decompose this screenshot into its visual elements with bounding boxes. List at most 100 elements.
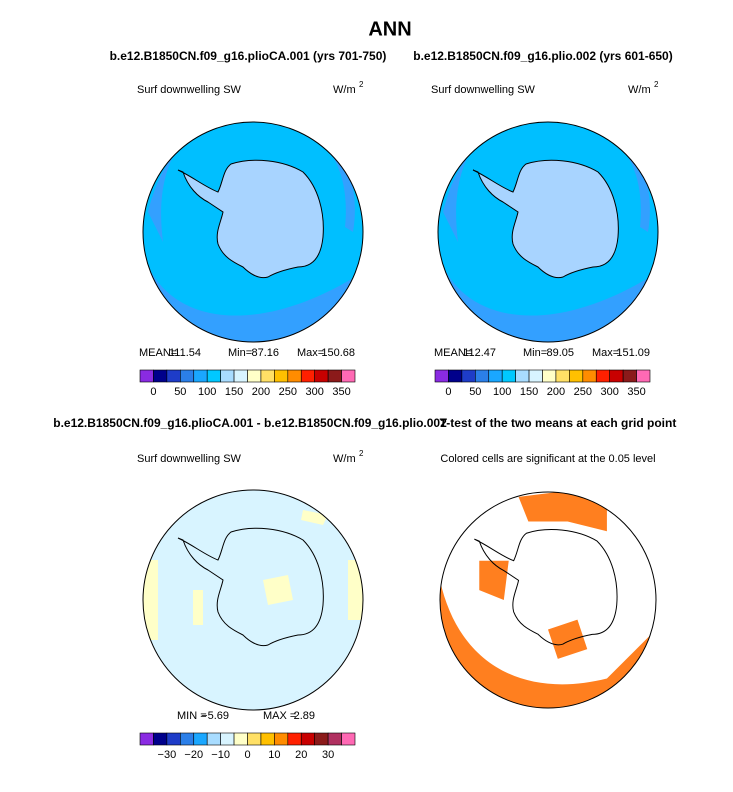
colorbar-box [153, 369, 168, 383]
colorbar-box [260, 732, 275, 746]
colorbar-label: 50 [469, 386, 481, 398]
colorbar-box [582, 369, 597, 383]
colorbar-box [622, 369, 637, 383]
colorbar-box [139, 732, 154, 746]
colorbar-box [609, 369, 624, 383]
colorbar-box [233, 732, 248, 746]
units-sup: 2 [359, 80, 364, 89]
map [440, 492, 656, 708]
panel-title: b.e12.B1850CN.f09_g16.plioCA.001 (yrs 70… [110, 49, 387, 63]
colorbar-label: 0 [445, 386, 451, 398]
colorbar-box [220, 732, 235, 746]
panel-label: Surf downwelling SW [137, 453, 242, 465]
map-border [142, 489, 364, 711]
colorbar-box [193, 369, 208, 383]
colorbar-box [341, 732, 356, 746]
stat: Max= [297, 347, 324, 359]
colorbar-box [434, 369, 449, 383]
colorbar-box [595, 369, 610, 383]
colorbar-box [274, 369, 289, 383]
colorbar-box [528, 369, 543, 383]
colorbar-box [515, 369, 530, 383]
figure-title: ANN [368, 18, 411, 40]
units-sup: 2 [359, 449, 364, 458]
colorbar-box [180, 369, 195, 383]
colorbar-box [287, 732, 302, 746]
colorbar-label: 20 [295, 749, 307, 761]
stat: 111.54 [169, 347, 201, 359]
colorbar-box [206, 369, 221, 383]
land [177, 527, 324, 647]
map-border [142, 121, 364, 343]
colorbar-box [206, 732, 221, 746]
map-border [439, 491, 657, 709]
stat: 87.16 [251, 347, 279, 359]
colorbar-label: 350 [627, 386, 645, 398]
colorbar-box [327, 732, 342, 746]
stat: 89.05 [546, 347, 574, 359]
colorbar-label: 100 [493, 386, 511, 398]
stat: Min= [523, 347, 547, 359]
colorbar-box [153, 732, 168, 746]
panel-label: Surf downwelling SW [137, 84, 242, 96]
colorbar-label: 0 [150, 386, 156, 398]
colorbar-box [300, 732, 315, 746]
colorbar-box [166, 369, 181, 383]
units: W/m [333, 84, 356, 96]
colorbar-label: 300 [306, 386, 324, 398]
colorbar-box [461, 369, 476, 383]
colorbar-box [287, 369, 302, 383]
colorbar-box [166, 732, 181, 746]
stat: 150.68 [321, 347, 355, 359]
colorbar-box [260, 369, 275, 383]
panel-title: b.e12.B1850CN.f09_g16.plio.002 (yrs 601-… [413, 49, 672, 63]
colorbar-box [448, 369, 463, 383]
colorbar-label: 200 [547, 386, 565, 398]
colorbar-box [300, 369, 315, 383]
units: W/m [628, 84, 651, 96]
colorbar-box [475, 369, 490, 383]
colorbar-box [193, 732, 208, 746]
stat: 151.09 [616, 347, 650, 359]
colorbar-box [314, 369, 329, 383]
map [438, 122, 658, 342]
map [143, 122, 363, 342]
colorbar-box [233, 369, 248, 383]
colorbar-box [247, 732, 262, 746]
colorbar-box [542, 369, 557, 383]
stat: MEAN= [434, 347, 472, 359]
units: W/m [333, 453, 356, 465]
units-sup: 2 [654, 80, 659, 89]
colorbar-box [139, 369, 154, 383]
colorbar-box [488, 369, 503, 383]
stat: −5.69 [201, 710, 229, 722]
land [177, 159, 324, 279]
colorbar-label: 10 [268, 749, 280, 761]
stat: MEAN= [139, 347, 177, 359]
colorbar-box [501, 369, 516, 383]
colorbar-box [555, 369, 570, 383]
colorbar-label: −10 [211, 749, 230, 761]
ocean [143, 490, 363, 710]
pos-cells [143, 510, 363, 640]
colorbar-label: 100 [198, 386, 216, 398]
colorbar-box [180, 732, 195, 746]
colorbar-box [636, 369, 651, 383]
stat: Min= [228, 347, 252, 359]
colorbar-label: −30 [158, 749, 177, 761]
land [474, 529, 618, 646]
panel-label: Surf downwelling SW [431, 84, 536, 96]
map-border [437, 121, 659, 343]
panel-title: b.e12.B1850CN.f09_g16.plioCA.001 - b.e12… [53, 416, 447, 430]
colorbar-box [247, 369, 262, 383]
colorbar-label: 250 [574, 386, 592, 398]
colorbar-box [314, 732, 329, 746]
stat: MIN = [177, 710, 207, 722]
stat: 2.89 [294, 710, 315, 722]
colorbar-label: 300 [601, 386, 619, 398]
stat: Max= [592, 347, 619, 359]
colorbar-label: 30 [322, 749, 334, 761]
colorbar-label: 150 [225, 386, 243, 398]
colorbar-box [274, 732, 289, 746]
